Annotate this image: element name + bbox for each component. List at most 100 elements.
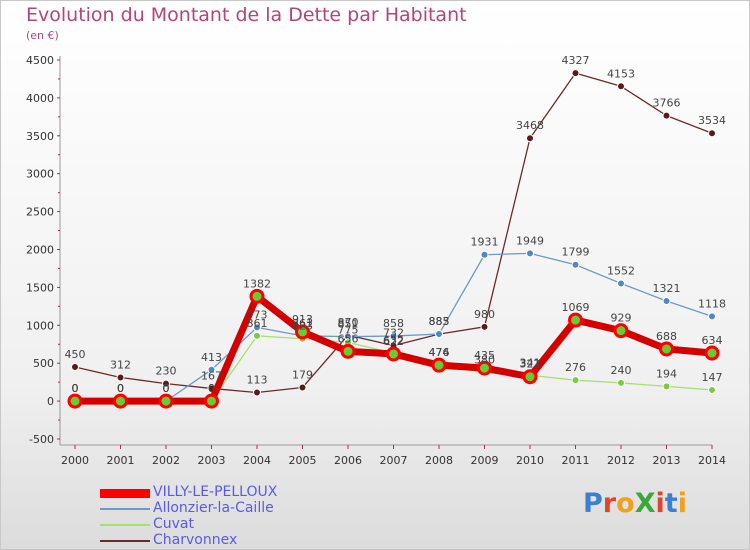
proxiti-logo: ProXiti (583, 488, 687, 519)
x-tick-label: 2010 (516, 454, 544, 467)
data-label-villy-le-pelloux: 622 (383, 335, 404, 348)
data-label-cuvat: 476 (429, 346, 450, 359)
data-point-villy-le-pelloux (568, 312, 583, 328)
data-point-villy-le-pelloux (295, 324, 310, 340)
data-point-charvonnex (708, 129, 716, 138)
data-label-cuvat: 194 (656, 367, 677, 380)
data-label-cuvat: 775 (338, 323, 359, 336)
data-point-allonzier-la-caille (435, 330, 443, 339)
y-tick-label: 500 (33, 357, 54, 370)
logo-letter: t (664, 488, 678, 519)
data-label-cuvat: 240 (611, 364, 632, 377)
data-point-allonzier-la-caille (389, 332, 398, 341)
chart-unit: (en €) (26, 29, 59, 42)
y-tick-label: 1000 (26, 319, 54, 332)
data-point-charvonnex (526, 134, 534, 143)
data-point-allonzier-la-caille (253, 323, 261, 332)
data-label-villy-le-pelloux: 1069 (562, 301, 590, 314)
data-point-allonzier-la-caille (207, 365, 216, 374)
y-tick-label: 2500 (26, 206, 54, 219)
y-tick-label: -500 (29, 433, 54, 446)
data-point-charvonnex (617, 82, 625, 91)
legend-label: Charvonnex (153, 532, 238, 548)
data-point-cuvat (253, 331, 261, 340)
data-point-villy-le-pelloux (431, 357, 447, 373)
x-tick-label: 2009 (471, 454, 499, 467)
data-label-allonzier-la-caille: 0 (163, 382, 170, 395)
data-label-allonzier-la-caille: 1799 (562, 246, 590, 259)
y-tick-label: 0 (47, 395, 54, 408)
data-label-cuvat: 0 (208, 382, 215, 395)
data-label-charvonnex: 167 (201, 369, 222, 382)
data-label-villy-le-pelloux: 688 (656, 330, 677, 343)
data-point-villy-le-pelloux (522, 369, 538, 385)
data-point-cuvat (708, 385, 716, 394)
data-point-villy-le-pelloux (249, 288, 265, 304)
data-label-allonzier-la-caille: 851 (338, 318, 359, 331)
data-label-allonzier-la-caille: 1949 (516, 234, 544, 247)
data-point-cuvat (662, 382, 671, 391)
data-point-allonzier-la-caille (480, 250, 489, 259)
data-point-villy-le-pelloux (477, 360, 492, 376)
data-point-villy-le-pelloux (158, 393, 174, 409)
data-label-charvonnex: 870 (338, 316, 359, 329)
data-point-allonzier-la-caille (571, 260, 580, 269)
legend-swatch (100, 488, 150, 498)
legend-swatch (100, 524, 150, 526)
data-label-cuvat: 276 (565, 361, 586, 374)
x-tick-label: 2012 (607, 454, 635, 467)
y-tick-label: 2000 (26, 244, 54, 257)
data-label-villy-le-pelloux: 0 (72, 382, 79, 395)
chart-title: Evolution du Montant de la Dette par Hab… (26, 4, 467, 26)
x-tick-label: 2002 (152, 454, 180, 467)
data-point-villy-le-pelloux (386, 346, 401, 362)
legend-swatch (100, 540, 150, 542)
data-point-allonzier-la-caille (617, 279, 625, 288)
data-label-charvonnex: 179 (292, 369, 313, 382)
data-label-cuvat: 632 (383, 334, 404, 347)
data-label-allonzier-la-caille: 885 (429, 315, 450, 328)
data-point-villy-le-pelloux (613, 323, 629, 339)
data-label-charvonnex: 3766 (653, 97, 681, 110)
data-point-charvonnex (662, 111, 671, 120)
x-tick-label: 2011 (562, 454, 590, 467)
data-label-cuvat: 823 (292, 320, 313, 333)
data-label-villy-le-pelloux: 0 (117, 382, 124, 395)
data-label-charvonnex: 113 (247, 374, 268, 387)
x-tick-label: 2003 (198, 454, 226, 467)
data-label-allonzier-la-caille: 1118 (698, 297, 726, 310)
data-label-cuvat: 147 (702, 371, 723, 384)
data-label-villy-le-pelloux: 0 (208, 382, 215, 395)
data-point-allonzier-la-caille (708, 312, 716, 321)
data-label-charvonnex: 883 (429, 315, 450, 328)
data-point-cuvat (617, 378, 625, 387)
data-label-allonzier-la-caille: 0 (117, 382, 124, 395)
y-tick-label: 3000 (26, 168, 54, 181)
data-label-charvonnex: 980 (474, 308, 495, 321)
data-point-charvonnex (116, 373, 125, 382)
data-label-allonzier-la-caille: 1552 (607, 264, 635, 277)
data-label-charvonnex: 732 (383, 327, 404, 340)
x-tick-label: 2008 (425, 454, 453, 467)
data-label-cuvat: 341 (520, 356, 541, 369)
data-label-cuvat: 0 (117, 382, 124, 395)
data-label-charvonnex: 4327 (562, 54, 590, 67)
data-label-villy-le-pelloux: 913 (292, 313, 313, 326)
x-tick-label: 2005 (289, 454, 317, 467)
legend-label: Cuvat (153, 516, 195, 532)
data-label-villy-le-pelloux: 634 (702, 334, 723, 347)
data-point-charvonnex (480, 322, 489, 331)
data-label-villy-le-pelloux: 1382 (243, 277, 271, 290)
data-point-charvonnex (571, 69, 580, 78)
logo-letter: i (677, 488, 687, 519)
data-label-cuvat: 0 (163, 382, 170, 395)
data-point-villy-le-pelloux (67, 393, 83, 409)
data-label-cuvat: 861 (247, 317, 268, 330)
x-tick-label: 2004 (243, 454, 271, 467)
x-tick-label: 2000 (61, 454, 89, 467)
legend-label: Allonzier-la-Caille (153, 500, 274, 516)
legend-label: VILLY-LE-PELLOUX (153, 484, 278, 500)
logo-letter: r (602, 488, 617, 519)
data-label-charvonnex: 3534 (698, 114, 726, 127)
data-point-charvonnex (162, 379, 170, 388)
